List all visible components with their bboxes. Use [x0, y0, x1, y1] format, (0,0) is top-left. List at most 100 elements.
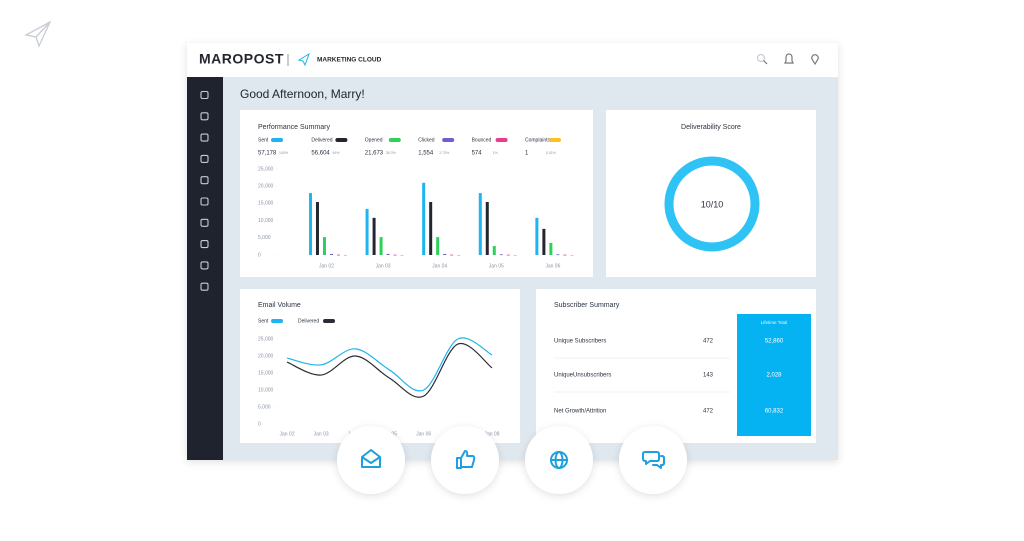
- row-count: 472: [703, 409, 714, 415]
- email-icon: [361, 449, 381, 468]
- legend-swatch: [335, 138, 348, 142]
- bar: [506, 254, 510, 256]
- summary-total: 56,604: [311, 151, 330, 157]
- y-tick-label: 10,000: [258, 218, 274, 224]
- globe-icon: [550, 451, 568, 469]
- bar: [422, 182, 426, 255]
- bar: [429, 202, 433, 255]
- bar: [393, 254, 397, 256]
- summary-share: 1%: [493, 151, 498, 155]
- feature-circle[interactable]: [431, 426, 499, 494]
- x-tick-label: Jan 02: [319, 263, 334, 269]
- bar: [563, 254, 567, 256]
- bar: [436, 237, 440, 255]
- legend-label: Clicked: [418, 137, 435, 143]
- bar: [372, 217, 376, 255]
- feature-icons: [337, 426, 687, 494]
- chat-icon: [642, 451, 665, 469]
- summary-total: 57,178: [258, 151, 277, 157]
- y-tick-label: 25,000: [258, 336, 274, 342]
- legend-swatch: [271, 319, 283, 323]
- bar: [400, 255, 404, 256]
- bar: [329, 253, 333, 255]
- summary-total: 1,554: [418, 151, 434, 157]
- bar: [336, 254, 340, 256]
- nav-icon: [200, 218, 209, 227]
- bar: [386, 253, 390, 255]
- product-name: MARKETING CLOUD: [317, 57, 382, 64]
- bar: [499, 254, 503, 256]
- bar: [542, 228, 546, 255]
- x-tick-label: Jan 04: [432, 263, 447, 269]
- bar: [365, 208, 369, 255]
- top-bar: [187, 43, 838, 77]
- search-icon[interactable]: [756, 53, 768, 65]
- y-tick-label: 10,000: [258, 387, 274, 393]
- nav-icon: [200, 282, 209, 291]
- row-label: UniqueUnsubscribers: [554, 373, 611, 379]
- row-label: Unique Subscribers: [554, 339, 606, 345]
- bar: [315, 202, 319, 255]
- bar: [322, 237, 326, 255]
- summary-share: 100%: [279, 151, 288, 155]
- legend-swatch: [442, 138, 455, 142]
- line-series: [286, 343, 493, 398]
- bar: [549, 242, 553, 255]
- chart-title: Performance Summary: [258, 124, 330, 131]
- sidebar-icons: [200, 90, 209, 291]
- y-tick-label: 25,000: [258, 166, 274, 172]
- x-tick-label: Jan 03: [376, 263, 391, 269]
- bar: [570, 255, 574, 256]
- x-tick-label: Jan 06: [545, 263, 560, 269]
- greeting: Good Afternoon, Marry!: [240, 87, 365, 101]
- nav-icon: [200, 154, 209, 163]
- location-icon[interactable]: [811, 54, 819, 66]
- legend-swatch: [388, 138, 401, 142]
- bar: [450, 254, 454, 256]
- line-series: [286, 337, 493, 392]
- y-tick-label: 5,000: [258, 235, 271, 241]
- summary-share: 99%: [332, 151, 339, 155]
- chart-title: Email Volume: [258, 302, 301, 309]
- score-ring: [664, 156, 760, 252]
- summary-share: 0.01%: [546, 151, 556, 155]
- x-tick-label: Jan 02: [279, 431, 294, 437]
- bar: [513, 255, 517, 256]
- nav-icon: [200, 261, 209, 270]
- row-count: 143: [703, 373, 714, 379]
- card-title: Deliverability Score: [681, 124, 741, 131]
- deliverability-card: [606, 110, 816, 277]
- legend-swatch: [323, 319, 335, 323]
- y-tick-label: 0: [258, 421, 261, 427]
- y-tick-label: 20,000: [258, 353, 274, 359]
- bar: [343, 255, 347, 256]
- bell-icon[interactable]: [784, 53, 794, 64]
- row-lifetime: 2,028: [766, 373, 782, 379]
- legend-label: Opened: [365, 137, 383, 143]
- corner-icon: [24, 20, 52, 48]
- nav-icon: [200, 197, 209, 206]
- feature-circle[interactable]: [337, 426, 405, 494]
- y-tick-label: 15,000: [258, 201, 274, 207]
- x-tick-label: Jan 03: [314, 431, 329, 437]
- y-tick-label: 15,000: [258, 370, 274, 376]
- bar: [556, 254, 560, 256]
- bar: [457, 255, 461, 256]
- column-header: Lifetime Total: [761, 320, 787, 325]
- y-tick-label: 5,000: [258, 404, 271, 410]
- brand: MAROPOST: [199, 51, 284, 67]
- nav-icon: [200, 176, 209, 185]
- nav-icon: [200, 112, 209, 121]
- y-tick-label: 0: [258, 252, 261, 258]
- row-label: Net Growth/Attrition: [554, 409, 606, 415]
- legend-swatch: [495, 138, 508, 142]
- like-icon: [456, 450, 476, 469]
- nav-icon: [200, 240, 209, 249]
- bar: [485, 202, 489, 255]
- summary-total: 574: [472, 151, 483, 157]
- nav-icon: [200, 90, 209, 100]
- summary-total: 1: [525, 151, 529, 157]
- nav-icon: [200, 133, 209, 142]
- legend-label: Sent: [258, 137, 269, 143]
